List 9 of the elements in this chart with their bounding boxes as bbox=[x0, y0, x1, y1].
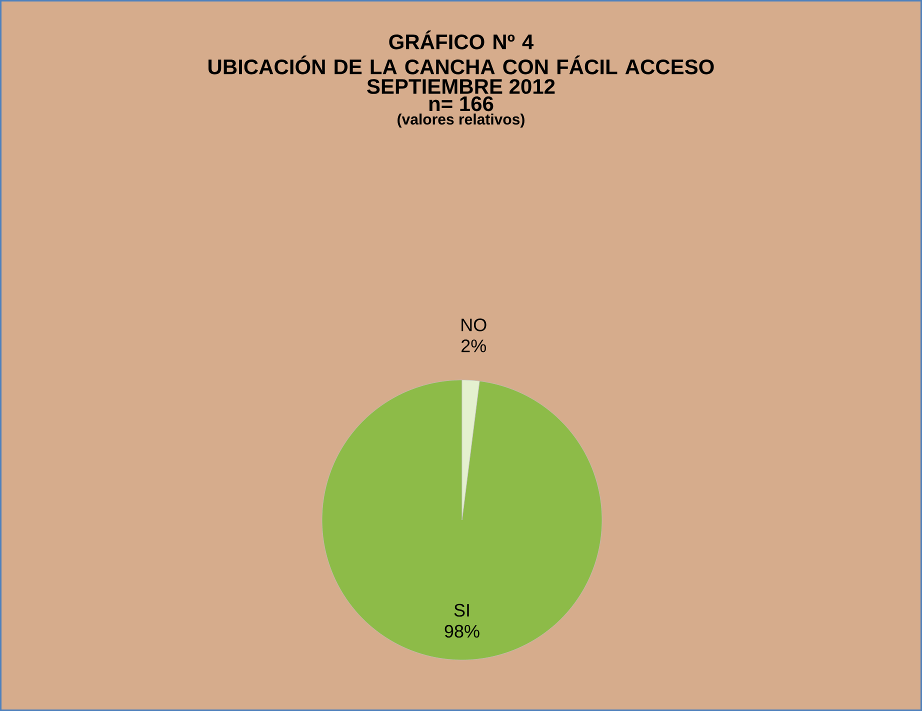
slice-label: SI bbox=[454, 604, 469, 617]
chart-title: GRÁFICO Nº 4 bbox=[389, 30, 534, 50]
text: n= 166 bbox=[429, 96, 494, 112]
text: (valores relativos) bbox=[398, 114, 524, 128]
chart-subtitle: UBICACIÓN DE LA CANCHA CON FÁCIL ACCESO bbox=[208, 56, 714, 74]
data-label: 2% bbox=[462, 340, 486, 352]
slice-label: NO bbox=[462, 318, 486, 332]
data-label: 98% bbox=[444, 624, 480, 638]
text: SEPTIEMBRE 2012 bbox=[367, 79, 555, 94]
